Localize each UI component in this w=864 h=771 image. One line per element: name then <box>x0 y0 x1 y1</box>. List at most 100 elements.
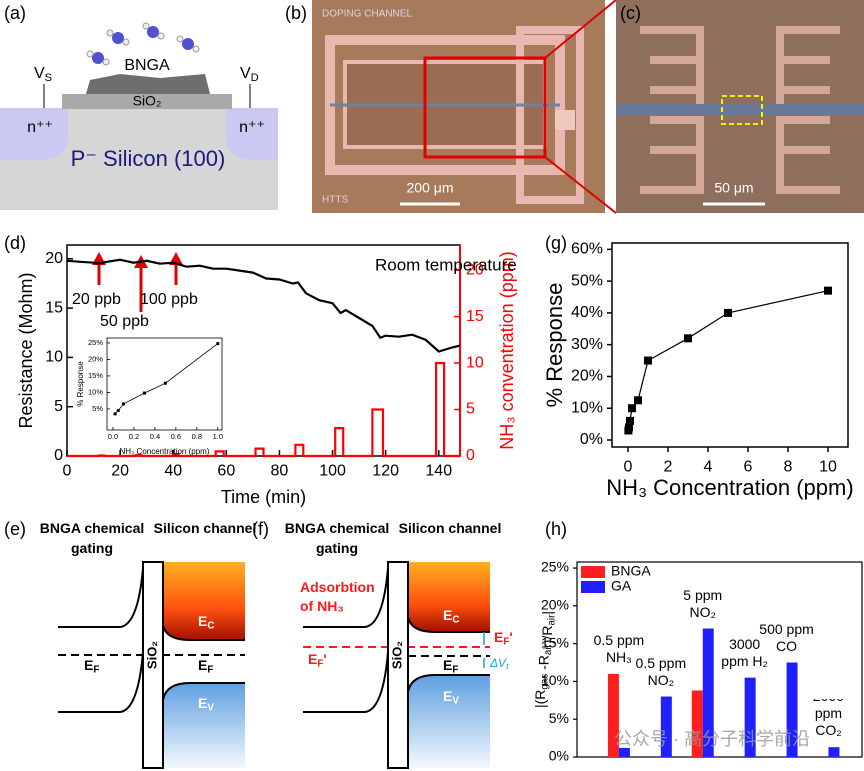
y-tick-label: 10% <box>571 399 603 416</box>
y2-tick-label: 15 <box>466 308 484 325</box>
panel-label: (b) <box>285 3 307 23</box>
x-tick-label: 4 <box>704 458 713 475</box>
substrate-label: P⁻ Silicon (100) <box>71 146 226 171</box>
y2-tick-label: 5 <box>466 401 475 418</box>
diagram-title: Silicon channel <box>153 520 257 536</box>
data-line <box>67 361 460 458</box>
category-label: 5 ppm NO₂ <box>683 587 722 620</box>
x-tick-label: 80 <box>271 462 289 479</box>
label-part: E <box>198 613 207 629</box>
label-part: E <box>443 657 452 673</box>
x-tick-label: 0.4 <box>150 432 160 441</box>
data-point <box>625 423 633 432</box>
plot-frame <box>106 337 223 431</box>
y-tick-label: 10 <box>45 349 63 366</box>
terminal-label: VD <box>240 65 259 84</box>
y2-tick-label: 10 <box>466 354 484 371</box>
label-part: ΔV <box>489 656 507 670</box>
x-tick-label: 140 <box>425 462 452 479</box>
label-part: E <box>84 657 93 673</box>
label-subscript: gas <box>539 674 550 690</box>
data-point <box>724 308 732 317</box>
band-diagram-e <box>58 561 245 769</box>
x-tick-label: 10 <box>819 458 837 475</box>
data-point <box>113 412 117 416</box>
device-schematic <box>0 22 278 210</box>
bar <box>607 673 619 757</box>
legend-swatch <box>581 566 605 578</box>
y-tick-label: 5% <box>92 404 103 413</box>
x-tick-label: 0.8 <box>192 432 202 441</box>
x-tick-label: 1.0 <box>213 432 223 441</box>
category-label: 2000 ppm CO₂ <box>813 699 844 738</box>
x-axis-label: NH₃ Concentration (ppm) <box>606 475 853 500</box>
diagram-title-text: Silicon channel <box>153 520 257 536</box>
x-tick-label: 0 <box>63 462 72 479</box>
annotation: 50 ppb <box>100 313 149 330</box>
label-subscript: V <box>452 695 459 706</box>
category-label-text: 0.5 ppm NO₂ <box>635 654 687 688</box>
terminal-label: VS <box>34 65 52 84</box>
band-label: EF <box>443 657 458 675</box>
y-tick-label: 5% <box>549 710 569 726</box>
data-point <box>644 356 652 365</box>
x-tick-label: 0 <box>624 458 633 475</box>
oxide-label: SiO₂ <box>389 641 404 669</box>
y-axis-label: Resistance (Mohm) <box>16 272 36 428</box>
y-axis-label: |(Rgas -Rair)/Rair| <box>532 611 557 708</box>
label-part: | <box>539 611 555 615</box>
label-part: |(R <box>532 690 548 708</box>
label-subscript: C <box>452 614 459 625</box>
category-label-text: 0.5 ppm NH₃ <box>593 631 645 665</box>
data-point <box>634 396 642 405</box>
band-label: EC <box>443 607 459 625</box>
x-tick-label: 60 <box>217 462 235 479</box>
watermark: 公众号 · 高分子科学前沿 <box>614 729 810 749</box>
legend-label: GA <box>611 578 632 594</box>
y-tick-label: 5 <box>54 398 63 415</box>
y-tick-label: 15% <box>88 371 103 380</box>
oxide-label: SiO₂ <box>144 641 159 669</box>
x-tick-label: 6 <box>744 458 753 475</box>
data-point <box>163 381 167 385</box>
y-tick-label: 25% <box>88 338 103 347</box>
data-point <box>121 402 125 406</box>
y-tick-label: 0% <box>549 748 569 764</box>
x-tick-label: 0.6 <box>171 432 181 441</box>
diagram-title: Silicon channel <box>398 520 502 536</box>
annotation: Room temperature <box>375 255 517 274</box>
panel-label: (f) <box>252 519 269 539</box>
data-point <box>684 334 692 343</box>
label-subscript: F <box>317 658 323 669</box>
adsorption-text: Adsorbtion of NH₃ <box>300 579 375 614</box>
label-part: E <box>443 607 452 623</box>
label-subscript: S <box>45 72 52 84</box>
diagram-title-text: BNGA chemical gating <box>39 520 145 556</box>
x-tick-label: 100 <box>319 462 346 479</box>
bar <box>828 747 840 757</box>
label-part: E <box>443 688 452 704</box>
adsorption-note: Adsorbtion of NH₃ <box>300 579 375 614</box>
diagram-title: BNGA chemical gating <box>39 520 145 556</box>
y2-tick-label: 20 <box>466 261 484 278</box>
label-part: ' <box>509 629 512 645</box>
plot-frame <box>611 242 849 448</box>
label-subscript: V <box>207 702 214 713</box>
y-tick-label: 20% <box>571 368 603 385</box>
label-subscript: F <box>452 664 458 675</box>
y-tick-label: 40% <box>571 304 603 321</box>
y-tick-label: 10% <box>541 672 569 688</box>
label-part: )/R <box>539 626 555 645</box>
channel-micrograph <box>616 0 864 213</box>
band-label: EF' <box>308 651 327 669</box>
material-label: BNGA <box>124 57 170 74</box>
y-tick-label: 0% <box>580 431 603 448</box>
y-tick-label: 30% <box>571 336 603 353</box>
panel-label: (g) <box>545 233 567 253</box>
label-subscript: F <box>503 636 509 647</box>
label-part: V <box>34 65 45 82</box>
x-tick-label: 0.0 <box>108 432 118 441</box>
bar <box>660 696 672 757</box>
label-subscript: D <box>251 72 259 84</box>
diagram-title-text: Silicon channel <box>398 520 502 536</box>
